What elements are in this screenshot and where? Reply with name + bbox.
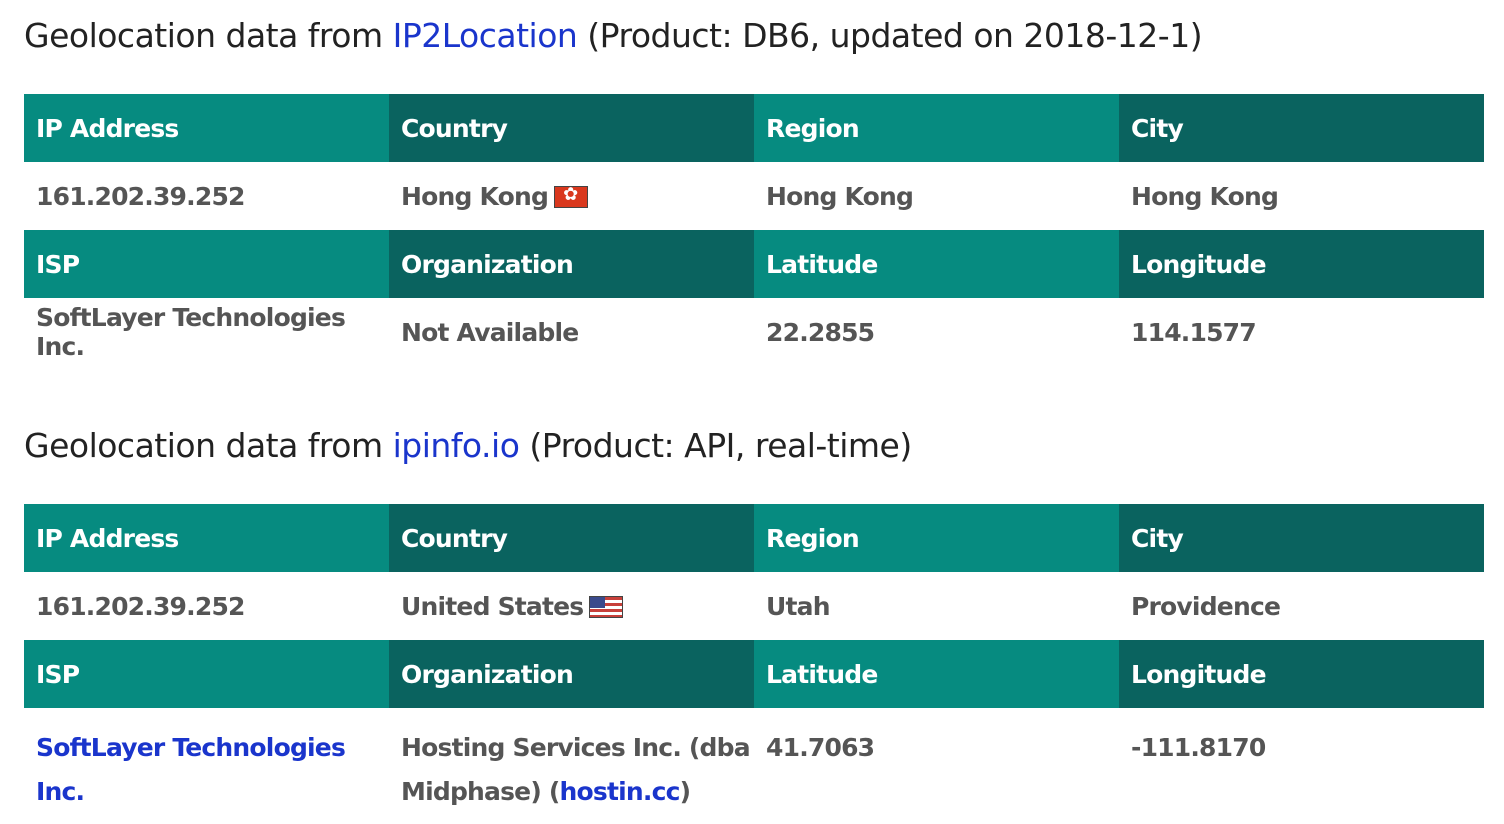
- isp-link[interactable]: SoftLayer Technologies Inc.: [36, 733, 346, 806]
- header-longitude: Longitude: [1119, 640, 1484, 708]
- table-row: SoftLayer Technologies Inc. Not Availabl…: [24, 298, 1484, 366]
- heading-prefix: Geolocation data from: [24, 16, 393, 55]
- region-value: Hong Kong: [766, 181, 914, 211]
- header-ip-address: IP Address: [24, 94, 389, 162]
- longitude-value: 114.1577: [1131, 317, 1257, 347]
- organization-value: Not Available: [401, 317, 579, 347]
- header-organization: Organization: [389, 230, 754, 298]
- ipinfo-heading: Geolocation data from ipinfo.io (Product…: [24, 426, 912, 466]
- longitude-value: -111.8170: [1131, 733, 1266, 762]
- header-city: City: [1119, 94, 1484, 162]
- table-row: SoftLayer Technologies Inc. Hosting Serv…: [24, 708, 1484, 814]
- header-organization: Organization: [389, 640, 754, 708]
- latitude-value: 41.7063: [766, 733, 875, 762]
- ip2location-link[interactable]: IP2Location: [392, 16, 578, 55]
- header-ip-address: IP Address: [24, 504, 389, 572]
- header-latitude: Latitude: [754, 640, 1119, 708]
- organization-text: Hosting Services Inc. (dba Midphase) (: [401, 733, 751, 806]
- ip2location-table: IP Address Country Region City 161.202.3…: [24, 94, 1484, 366]
- header-country: Country: [389, 504, 754, 572]
- table-row: 161.202.39.252 United States Utah Provid…: [24, 572, 1484, 640]
- country-value: Hong Kong: [401, 181, 549, 211]
- table-row: 161.202.39.252 Hong Kong Hong Kong Hong …: [24, 162, 1484, 230]
- ip2location-heading: Geolocation data from IP2Location (Produ…: [24, 16, 1203, 56]
- table-header-row: IP Address Country Region City: [24, 94, 1484, 162]
- header-longitude: Longitude: [1119, 230, 1484, 298]
- ipinfo-table: IP Address Country Region City 161.202.3…: [24, 504, 1484, 814]
- heading-prefix: Geolocation data from: [24, 426, 393, 465]
- ipinfo-link[interactable]: ipinfo.io: [392, 426, 520, 465]
- ip-address-value: 161.202.39.252: [36, 181, 245, 211]
- header-region: Region: [754, 94, 1119, 162]
- country-cell: Hong Kong: [389, 162, 754, 230]
- heading-suffix: (Product: DB6, updated on 2018-12-1): [577, 16, 1203, 55]
- heading-suffix: (Product: API, real-time): [519, 426, 912, 465]
- country-value: United States: [401, 591, 584, 621]
- organization-suffix: ): [679, 777, 691, 806]
- header-isp: ISP: [24, 640, 389, 708]
- header-region: Region: [754, 504, 1119, 572]
- table-header-row: IP Address Country Region City: [24, 504, 1484, 572]
- city-value: Providence: [1131, 591, 1281, 621]
- organization-cell: Hosting Services Inc. (dba Midphase) (ho…: [389, 708, 754, 814]
- isp-cell: SoftLayer Technologies Inc.: [24, 708, 389, 814]
- latitude-value: 22.2855: [766, 317, 875, 347]
- organization-link[interactable]: hostin.cc: [559, 777, 681, 806]
- isp-value: SoftLayer Technologies Inc.: [36, 303, 346, 361]
- table-header-row: ISP Organization Latitude Longitude: [24, 640, 1484, 708]
- table-header-row: ISP Organization Latitude Longitude: [24, 230, 1484, 298]
- region-value: Utah: [766, 591, 831, 621]
- header-isp: ISP: [24, 230, 389, 298]
- header-country: Country: [389, 94, 754, 162]
- header-city: City: [1119, 504, 1484, 572]
- city-value: Hong Kong: [1131, 181, 1279, 211]
- united-states-flag-icon: [589, 595, 624, 618]
- hong-kong-flag-icon: [554, 185, 589, 208]
- country-cell: United States: [389, 572, 754, 640]
- header-latitude: Latitude: [754, 230, 1119, 298]
- ip-address-value: 161.202.39.252: [36, 591, 245, 621]
